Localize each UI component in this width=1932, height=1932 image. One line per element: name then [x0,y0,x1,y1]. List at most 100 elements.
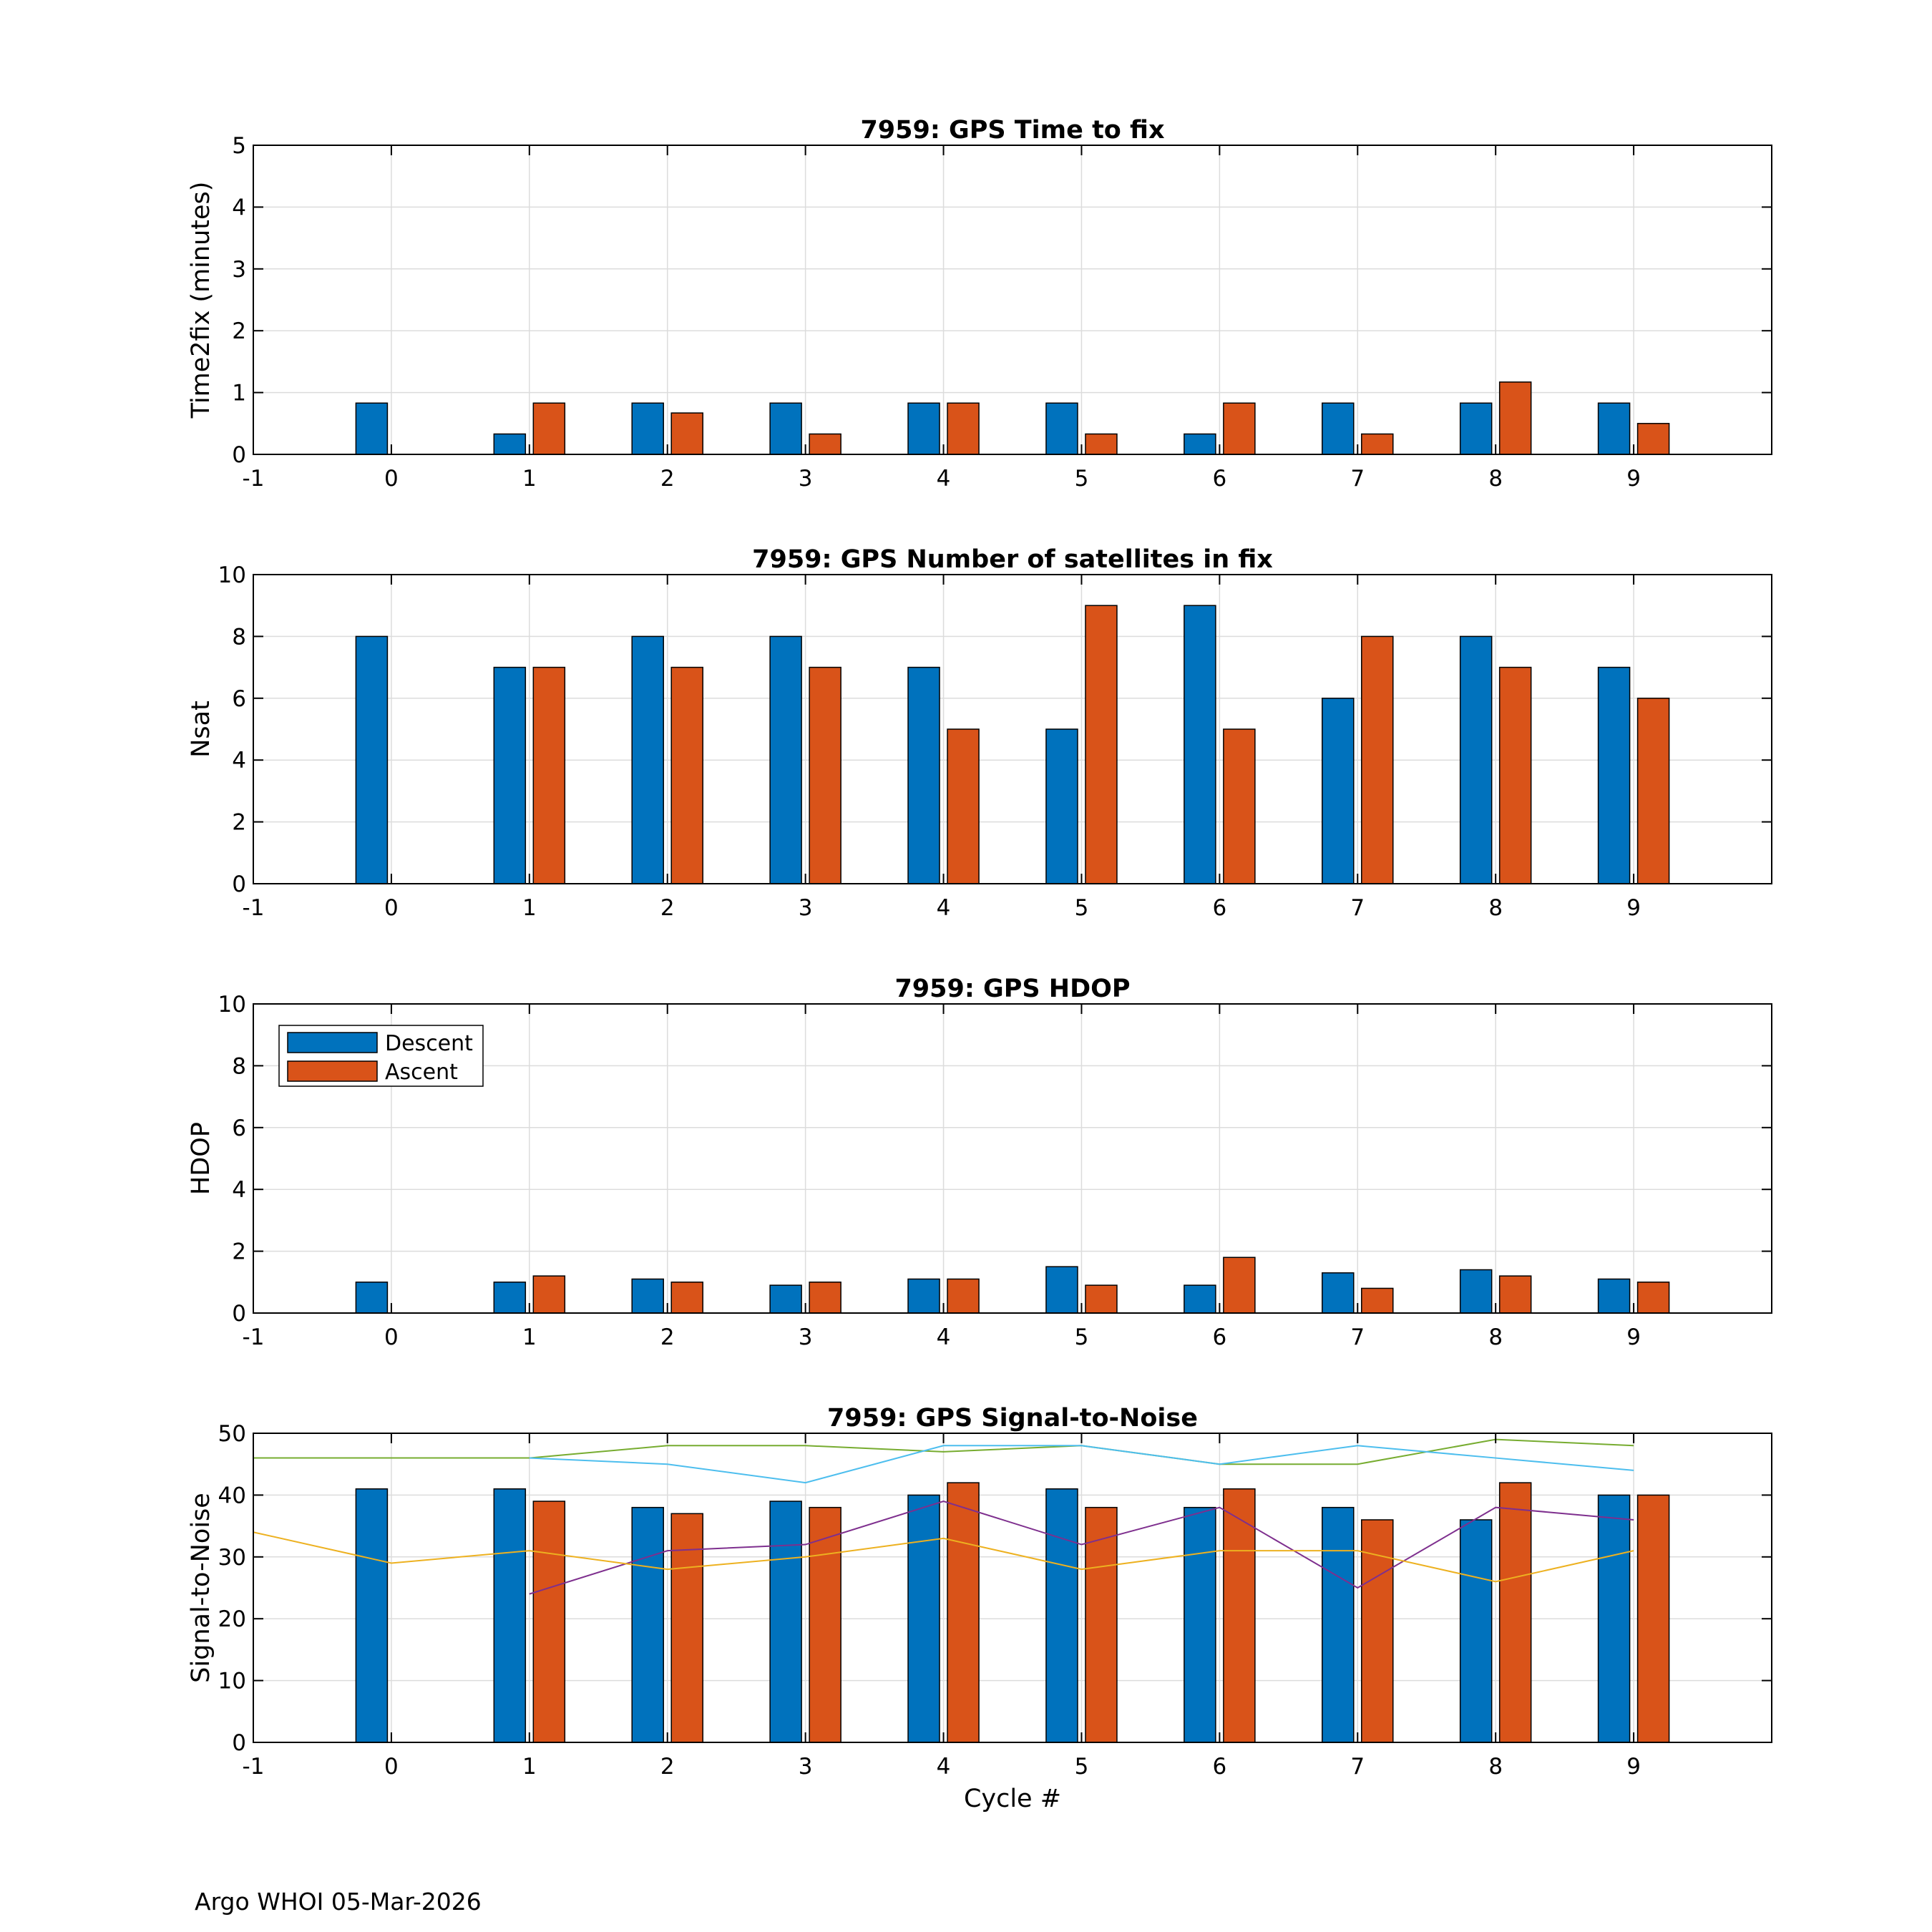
y-tick-label: 4 [232,748,246,774]
y-axis-label: Nsat [187,701,215,758]
plot-area [253,1433,1772,1742]
bar-descent [631,635,664,884]
bar-ascent [532,1275,566,1314]
x-tick-label: 3 [799,1324,813,1350]
x-tick-label: 0 [384,1324,399,1350]
bar-descent [1597,402,1631,455]
bar-ascent [1223,1488,1256,1743]
bar-ascent [947,728,980,884]
plot-area [253,1004,1772,1313]
bar-ascent [670,1513,703,1743]
x-tick-label: 1 [522,1754,537,1780]
y-tick-label: 30 [218,1545,246,1571]
bar-ascent [1498,1275,1532,1314]
bar-ascent [670,412,703,455]
y-tick-label: 8 [232,624,246,650]
plot-area [253,575,1772,884]
x-tick-label: -1 [243,895,265,921]
legend-label-ascent: Ascent [385,1060,458,1085]
bar-descent [769,635,802,884]
x-tick-label: 6 [1212,895,1226,921]
y-tick-label: 10 [218,562,246,588]
x-tick-label: 7 [1350,466,1365,492]
x-tick-label: 8 [1488,895,1503,921]
y-axis-label: HDOP [187,1122,215,1195]
bar-descent [355,635,389,884]
x-tick-label: 1 [522,895,537,921]
bar-ascent [1498,1482,1532,1743]
bar-descent [355,402,389,455]
y-tick-label: 6 [232,686,246,712]
bar-descent [493,433,527,455]
x-tick-label: -1 [243,1324,265,1350]
snr-series-line-1 [253,1438,1634,1465]
bar-descent [907,402,940,455]
bar-descent [1045,728,1078,884]
y-tick-label: 8 [232,1053,246,1079]
x-tick-label: 3 [799,895,813,921]
x-tick-label: 7 [1350,1324,1365,1350]
bar-ascent [947,1482,980,1743]
bar-descent [769,1284,802,1314]
bar-descent [907,1494,940,1743]
chart-title: 7959: GPS Number of satellites in fix [752,545,1273,574]
y-tick-label: 0 [232,1730,246,1756]
bar-ascent [1361,1287,1394,1314]
bar-descent [1184,433,1216,455]
x-tick-label: -1 [243,1754,265,1780]
x-tick-label: 2 [660,1324,675,1350]
bar-descent [631,402,664,455]
bar-ascent [670,1282,703,1314]
bar-descent [493,666,527,884]
bar-ascent [532,402,566,455]
y-tick-label: 2 [232,1239,246,1265]
bar-descent [493,1282,527,1314]
x-tick-label: 2 [660,466,675,492]
x-tick-label: 2 [660,1754,675,1780]
bar-ascent [1361,635,1394,884]
snr-series-line-3 [529,1500,1634,1595]
bar-ascent [1085,605,1118,884]
bar-ascent [1223,402,1256,455]
bar-descent [1597,1278,1631,1314]
y-tick-label: 4 [232,1177,246,1203]
bar-ascent [1498,666,1532,884]
bar-ascent [809,1506,841,1743]
bar-descent [1322,698,1355,884]
y-tick-label: 50 [218,1421,246,1447]
bar-descent [769,1501,802,1743]
x-tick-label: 1 [522,1324,537,1350]
x-axis-label: Cycle # [964,1785,1061,1813]
bar-descent [1459,1269,1493,1314]
chart-title: 7959: GPS Signal-to-Noise [827,1404,1198,1433]
bar-descent [1322,1506,1355,1743]
bar-descent [1459,402,1493,455]
x-tick-label: 3 [799,1754,813,1780]
y-tick-label: 0 [232,442,246,468]
y-tick-label: 3 [232,257,246,283]
y-tick-label: 10 [218,992,246,1018]
x-tick-label: 8 [1488,1324,1503,1350]
bar-descent [355,1488,389,1743]
bar-ascent [1085,433,1118,455]
bar-descent [493,1488,527,1743]
x-tick-label: 8 [1488,466,1503,492]
bar-ascent [1636,423,1670,455]
bar-descent [1045,402,1078,455]
bar-descent [1322,1272,1355,1314]
bar-ascent [1223,1257,1256,1314]
bar-descent [1184,1284,1216,1314]
x-tick-label: 0 [384,466,399,492]
x-tick-label: 6 [1212,1324,1226,1350]
y-tick-label: 0 [232,872,246,897]
x-tick-label: 0 [384,895,399,921]
bar-descent [1597,666,1631,884]
x-tick-label: 5 [1075,466,1089,492]
bar-ascent [532,666,566,884]
x-tick-label: 5 [1075,1324,1089,1350]
